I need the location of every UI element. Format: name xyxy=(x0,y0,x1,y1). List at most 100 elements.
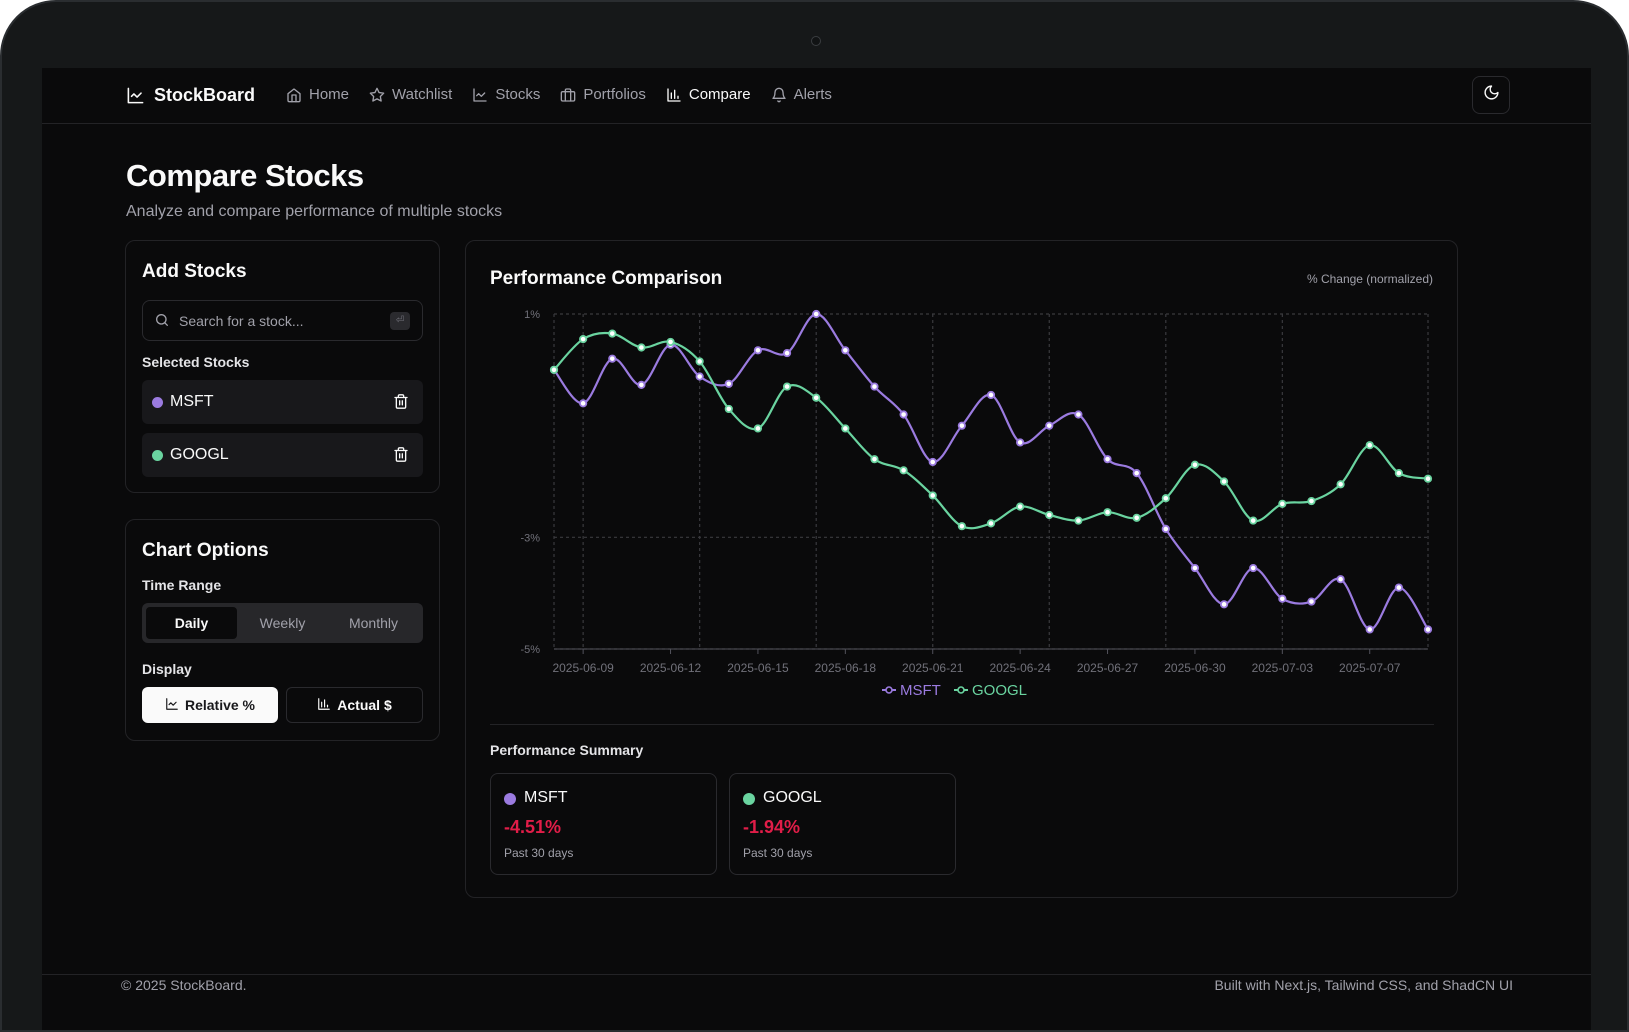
data-point-msft xyxy=(1074,410,1083,419)
nav-item-alerts[interactable]: Alerts xyxy=(771,86,832,103)
nav-item-portfolios[interactable]: Portfolios xyxy=(560,86,646,103)
y-tick-label: -5% xyxy=(520,644,540,656)
chart-options-title: Chart Options xyxy=(142,540,269,561)
x-tick-label: 2025-06-27 xyxy=(1077,661,1139,675)
x-tick-label: 2025-06-09 xyxy=(552,661,614,675)
divider xyxy=(490,724,1434,725)
y-tick-label: 1% xyxy=(524,309,540,321)
data-point-msft xyxy=(1103,455,1112,464)
enter-key-hint: ⏎ xyxy=(390,312,410,330)
y-tick-label: -3% xyxy=(520,532,540,544)
relative-percent-label: Relative % xyxy=(184,697,256,713)
data-point-googl xyxy=(782,382,792,391)
series-color-dot xyxy=(152,450,163,461)
data-point-googl xyxy=(1219,477,1229,486)
nav-item-watchlist[interactable]: Watchlist xyxy=(369,86,452,103)
nav-item-home[interactable]: Home xyxy=(286,86,349,103)
bar-chart-icon xyxy=(317,697,331,714)
trash-icon[interactable] xyxy=(393,393,409,415)
data-point-googl xyxy=(841,424,850,433)
top-nav: StockBoard Home Watchlist Stocks Portf xyxy=(42,68,1591,124)
series-line-googl xyxy=(553,331,1429,530)
summary-period: Past 30 days xyxy=(743,846,813,860)
summary-card-googl: GOOGL -1.94% Past 30 days xyxy=(729,773,956,875)
data-point-googl xyxy=(1190,460,1200,469)
nav-item-compare[interactable]: Compare xyxy=(666,86,751,103)
data-point-googl xyxy=(899,466,908,475)
summary-change: -1.94% xyxy=(743,817,801,837)
tab-daily[interactable]: Daily xyxy=(146,607,237,639)
performance-line-chart: 1% -3% -5% 2025-06-09 2025-06-12 2025-06-15 20… xyxy=(520,309,1433,699)
moon-icon xyxy=(1483,84,1500,106)
data-point-msft xyxy=(841,346,850,355)
bar-chart-icon xyxy=(666,87,682,103)
data-point-msft xyxy=(812,309,821,319)
data-point-msft xyxy=(724,379,733,388)
data-point-msft xyxy=(579,399,588,408)
data-point-googl xyxy=(549,365,559,374)
data-point-googl xyxy=(1307,496,1316,506)
brand[interactable]: StockBoard xyxy=(126,85,255,106)
series-line-msft xyxy=(553,312,1429,631)
tab-weekly[interactable]: Weekly xyxy=(259,615,306,631)
display-label: Display xyxy=(142,661,192,677)
data-point-msft xyxy=(695,372,704,381)
data-point-msft xyxy=(1278,594,1287,603)
bell-icon xyxy=(771,87,787,103)
data-point-msft xyxy=(1045,421,1054,430)
data-point-googl xyxy=(1249,516,1258,525)
x-tick-label: 2025-06-30 xyxy=(1164,661,1226,675)
trash-icon[interactable] xyxy=(393,446,409,468)
series-color-dot xyxy=(743,793,755,805)
data-point-msft xyxy=(1336,575,1345,584)
line-chart-icon xyxy=(472,87,488,103)
x-tick-label: 2025-06-15 xyxy=(727,661,789,675)
data-point-msft xyxy=(1423,625,1433,634)
data-point-msft xyxy=(1307,597,1316,606)
nav-item-stocks[interactable]: Stocks xyxy=(472,86,540,103)
summary-change: -4.51% xyxy=(504,817,562,837)
data-point-googl xyxy=(986,519,996,528)
performance-title: Performance Comparison xyxy=(490,268,723,289)
nav-item-label: Alerts xyxy=(793,86,832,103)
chart-options-card: Chart Options Time Range Daily Weekly Mo… xyxy=(125,519,440,741)
data-point-msft xyxy=(1161,524,1170,534)
legend-marker xyxy=(885,686,893,694)
data-point-msft xyxy=(957,421,966,430)
data-point-msft xyxy=(1016,438,1025,447)
series-color-dot xyxy=(152,397,163,408)
data-point-googl xyxy=(928,491,937,500)
stock-search-input[interactable] xyxy=(179,309,379,333)
briefcase-icon xyxy=(560,87,576,103)
data-point-msft xyxy=(608,354,617,363)
app-screen: StockBoard Home Watchlist Stocks Portf xyxy=(42,68,1591,1030)
time-range-label: Time Range xyxy=(142,577,222,593)
chart-units-badge: % Change (normalized) xyxy=(1306,272,1433,286)
data-point-msft xyxy=(782,348,792,358)
series-color-dot xyxy=(504,793,516,805)
theme-toggle-button[interactable] xyxy=(1472,76,1510,114)
legend-label: MSFT xyxy=(900,682,941,699)
data-point-googl xyxy=(1161,494,1170,503)
selected-stock-row: GOOGL xyxy=(142,433,423,477)
time-range-tabs: Daily Weekly Monthly xyxy=(142,603,423,643)
stock-search-box[interactable]: ⏎ xyxy=(142,300,423,341)
data-point-msft xyxy=(1249,563,1258,573)
x-tick-label: 2025-06-12 xyxy=(640,661,702,675)
tab-monthly[interactable]: Monthly xyxy=(348,615,399,631)
actual-dollar-button[interactable]: Actual $ xyxy=(286,687,423,723)
data-point-msft xyxy=(1219,600,1229,609)
x-tick-label: 2025-07-07 xyxy=(1339,661,1401,675)
data-point-googl xyxy=(1016,502,1025,511)
stock-symbol: GOOGL xyxy=(170,446,229,463)
footer-built-with: Built with Next.js, Tailwind CSS, and Sh… xyxy=(1214,977,1513,993)
data-point-googl xyxy=(957,522,966,531)
x-tick-label: 2025-06-21 xyxy=(902,661,964,675)
data-point-googl xyxy=(1365,441,1374,450)
nav-links: Home Watchlist Stocks Portfolios Compare xyxy=(286,86,832,103)
data-point-msft xyxy=(1365,625,1374,634)
data-point-googl xyxy=(1394,469,1403,478)
relative-percent-button[interactable]: Relative % xyxy=(142,687,278,723)
legend-label: GOOGL xyxy=(972,682,1027,699)
data-point-googl xyxy=(1045,510,1054,520)
